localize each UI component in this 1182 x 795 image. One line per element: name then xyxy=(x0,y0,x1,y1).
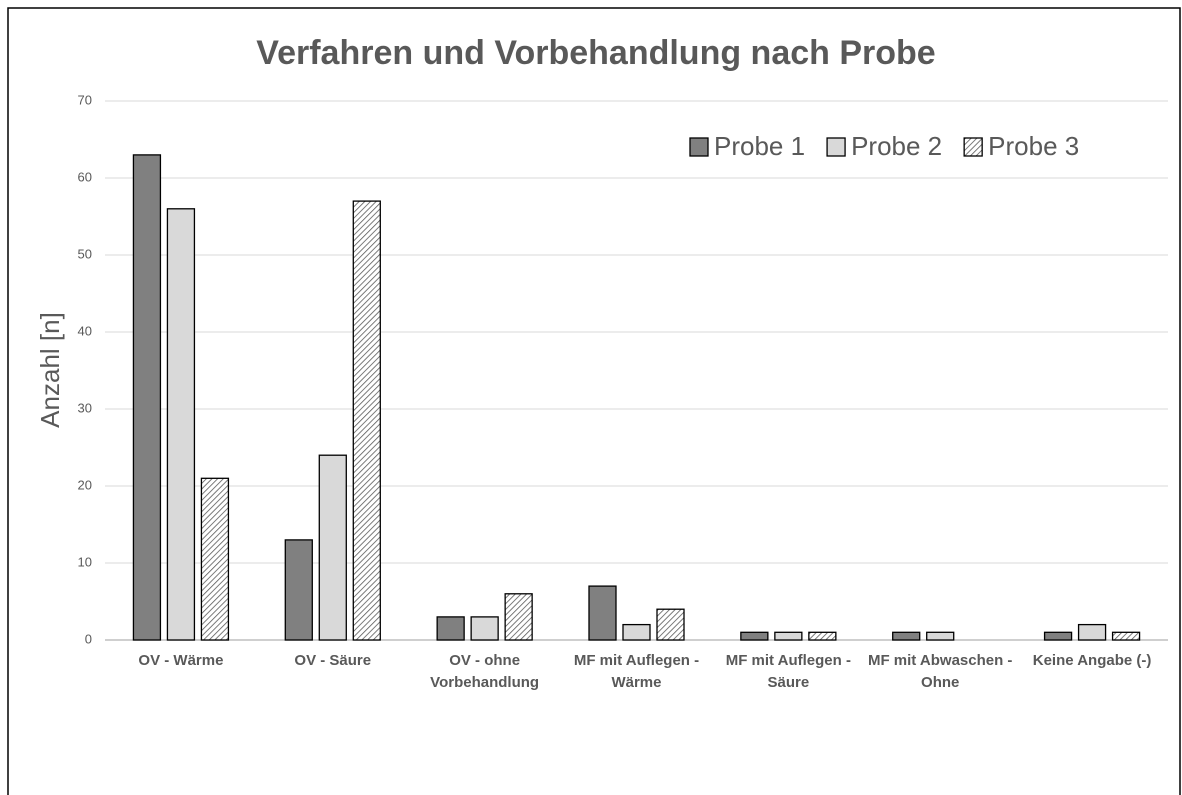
bar xyxy=(284,539,313,641)
legend-swatch xyxy=(689,137,709,157)
bar xyxy=(504,593,533,641)
y-tick-label: 30 xyxy=(78,400,92,415)
bar xyxy=(740,631,769,641)
y-tick-label: 40 xyxy=(78,323,92,338)
bar xyxy=(808,631,837,641)
bar xyxy=(622,623,651,641)
y-tick-label: 60 xyxy=(78,169,92,184)
legend-label: Probe 1 xyxy=(714,131,805,161)
y-tick-label: 0 xyxy=(85,631,92,646)
x-tick-label: OV - Wärme xyxy=(138,652,224,669)
y-tick-label: 50 xyxy=(78,246,92,261)
x-tick-label-box: MF mit Abwaschen - Ohne xyxy=(867,652,1013,691)
y-axis-label: Anzahl [n] xyxy=(35,312,65,428)
x-tick-label-box: OV - Wärme xyxy=(138,652,224,669)
x-tick-label: OV - Säure xyxy=(294,652,372,669)
y-tick-label: 70 xyxy=(78,92,92,107)
bar xyxy=(892,631,921,641)
y-tick-label: 10 xyxy=(78,554,92,569)
bar xyxy=(318,454,347,641)
bar xyxy=(436,616,465,641)
x-tick-label: Keine Angabe (-) xyxy=(1032,652,1152,669)
x-tick-label-box: Keine Angabe (-) xyxy=(1032,652,1152,669)
x-tick-label: MF mit Auflegen - Wärme xyxy=(573,652,700,691)
bar xyxy=(774,631,803,641)
legend-swatch xyxy=(826,137,846,157)
bar xyxy=(166,208,196,641)
bar xyxy=(470,616,499,641)
bar xyxy=(588,585,617,641)
x-tick-label: MF mit Abwaschen - Ohne xyxy=(867,652,1013,691)
x-tick-label-box: MF mit Auflegen - Wärme xyxy=(573,652,700,691)
x-tick-label-box: MF mit Auflegen - Säure xyxy=(725,652,851,691)
bar xyxy=(1077,623,1107,641)
bar xyxy=(132,154,162,641)
x-tick-label-box: OV - Säure xyxy=(294,652,372,669)
bar xyxy=(1111,631,1141,641)
x-tick-label: MF mit Auflegen - Säure xyxy=(725,652,851,691)
bar xyxy=(352,200,381,641)
chart-title: Verfahren und Vorbehandlung nach Probe xyxy=(256,34,935,72)
bar xyxy=(200,477,230,641)
bar xyxy=(656,608,685,641)
x-tick-label: OV - ohne Vorbehandlung xyxy=(430,652,540,691)
x-tick-label-box: OV - ohne Vorbehandlung xyxy=(430,652,540,691)
legend-label: Probe 2 xyxy=(851,131,942,161)
bar xyxy=(1043,631,1073,641)
bar xyxy=(926,631,955,641)
chart-border xyxy=(7,7,1181,795)
y-tick-label: 20 xyxy=(78,477,92,492)
legend-swatch xyxy=(963,137,983,157)
legend-label: Probe 3 xyxy=(988,131,1079,161)
